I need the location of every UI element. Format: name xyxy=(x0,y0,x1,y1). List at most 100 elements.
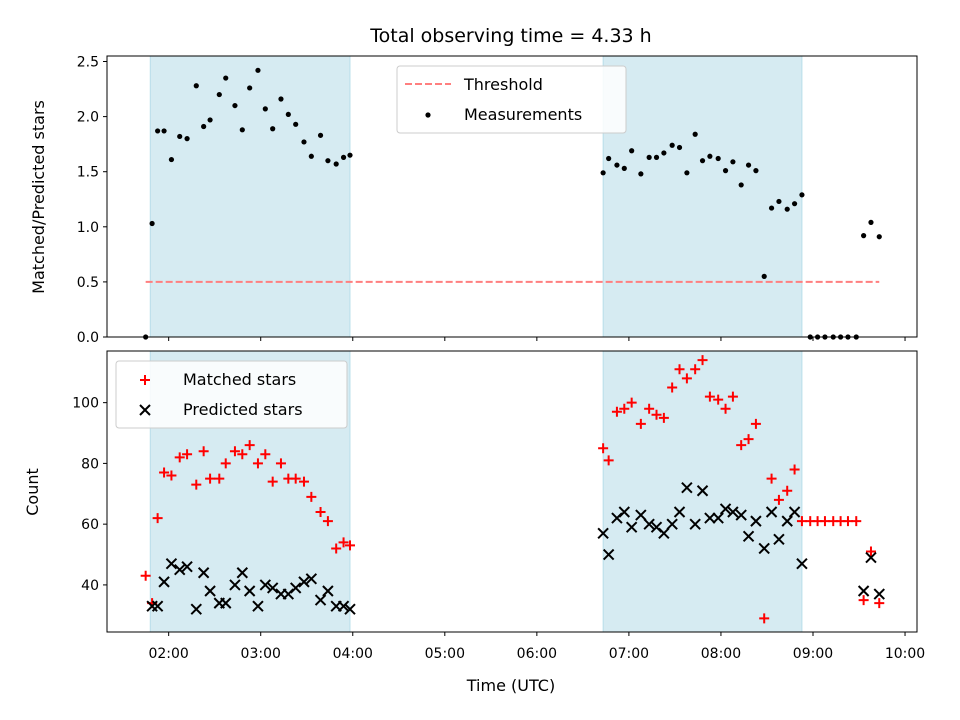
measurement-point xyxy=(278,96,284,102)
matched-star-point xyxy=(603,455,614,466)
predicted-star-point xyxy=(165,557,178,570)
x-tick-label: 08:00 xyxy=(701,646,741,662)
measurement-point xyxy=(629,148,635,154)
matched-star-point xyxy=(191,479,202,490)
y-tick-label: 0.5 xyxy=(77,275,99,291)
measurement-point xyxy=(184,136,190,142)
predicted-star-point xyxy=(197,567,210,579)
matched-star-point xyxy=(635,418,646,429)
matched-star-point xyxy=(736,440,747,451)
x-tick-label: 05:00 xyxy=(425,646,465,662)
predicted-star-point xyxy=(305,573,318,585)
matched-star-point xyxy=(260,449,271,460)
matched-star-point xyxy=(674,364,685,375)
measurement-point xyxy=(223,75,229,81)
measurement-point xyxy=(768,205,775,211)
predicted-star-point xyxy=(658,527,670,539)
matched-star-point xyxy=(598,443,609,454)
predicted-star-point xyxy=(229,579,241,591)
predicted-star-point xyxy=(758,542,770,555)
matched-star-point xyxy=(858,595,869,606)
predicted-star-point xyxy=(666,518,678,530)
matched-star-point xyxy=(743,434,754,445)
measurement-point xyxy=(684,170,690,176)
measurement-point xyxy=(738,182,744,188)
predicted-star-point xyxy=(712,512,724,524)
legend-box xyxy=(115,360,348,429)
matched-star-point xyxy=(174,452,185,463)
measurement-point xyxy=(161,128,167,134)
matched-star-point xyxy=(619,403,630,414)
matched-star-point xyxy=(851,516,862,527)
axes-frame xyxy=(106,55,918,338)
legend-threshold-label: Threshold xyxy=(463,75,543,94)
predicted-star-point xyxy=(742,530,755,543)
matched-star-point xyxy=(298,476,309,487)
predicted-star-point xyxy=(314,594,327,606)
y-tick-label: 1.0 xyxy=(77,220,99,236)
matched-star-point xyxy=(681,373,692,384)
predicted-star-point xyxy=(151,600,164,612)
measurement-point xyxy=(646,154,652,160)
predicted-star-point xyxy=(735,509,747,521)
matched-star-point xyxy=(237,449,248,460)
matched-star-point xyxy=(159,467,170,478)
predicted-star-point xyxy=(236,567,249,579)
measurement-point xyxy=(730,159,736,165)
top-y-axis-label: Matched/Predicted stars xyxy=(29,100,48,294)
matched-star-point xyxy=(220,458,231,469)
matched-star-point xyxy=(626,397,637,408)
matched-star-point xyxy=(140,570,151,581)
predicted-star-point xyxy=(625,521,638,533)
measurement-point xyxy=(638,171,644,177)
predicted-star-point xyxy=(750,515,762,527)
predicted-star-point xyxy=(259,579,272,591)
matched-star-point xyxy=(667,382,678,393)
predicted-star-point xyxy=(643,518,655,530)
predicted-star-point xyxy=(174,564,186,576)
measurement-point xyxy=(285,111,291,118)
y-tick-label: 1.5 xyxy=(77,165,99,181)
measurement-point xyxy=(232,102,238,109)
y-tick-label: 80 xyxy=(81,456,99,472)
measurement-point xyxy=(699,158,706,164)
predicted-star-point xyxy=(618,506,631,518)
matched-star-point xyxy=(874,598,885,609)
matched-star-point xyxy=(690,364,701,375)
predicted-star-point xyxy=(181,560,193,573)
matched-star-point xyxy=(713,394,724,405)
measurement-point xyxy=(262,106,268,112)
predicted-star-point xyxy=(673,506,686,518)
measurement-point xyxy=(868,219,874,225)
measurement-point xyxy=(347,152,353,158)
measurement-point xyxy=(614,162,620,168)
predicted-star-point xyxy=(796,557,808,570)
predicted-star-point xyxy=(865,551,877,564)
measurement-point xyxy=(745,162,752,168)
y-tick-label: 60 xyxy=(81,517,99,533)
predicted-star-point xyxy=(719,503,732,515)
measurement-point xyxy=(621,165,627,171)
matched-star-point xyxy=(315,507,326,518)
predicted-star-point xyxy=(857,585,870,597)
matched-star-point xyxy=(182,449,193,460)
x-tick-label: 07:00 xyxy=(609,646,649,662)
matched-star-point xyxy=(205,473,216,484)
matched-star-point xyxy=(766,473,777,484)
axes-frame xyxy=(106,350,918,633)
bottom-legend: Matched stars Predicted stars xyxy=(115,360,348,429)
measurement-point xyxy=(168,156,175,163)
chart-title: Total observing time = 4.33 h xyxy=(369,25,651,47)
matched-star-point xyxy=(727,391,738,402)
y-tick-label: 100 xyxy=(72,396,99,412)
matched-star-point xyxy=(658,412,669,423)
x-tick-label: 06:00 xyxy=(517,646,557,662)
matched-star-point xyxy=(275,458,286,469)
matched-star-point xyxy=(782,485,793,496)
bottom-y-axis-label: Count xyxy=(23,468,42,516)
matched-star-point xyxy=(290,473,301,484)
measurement-point xyxy=(340,154,347,160)
predicted-star-point xyxy=(322,585,334,597)
predicted-star-point xyxy=(220,597,232,609)
